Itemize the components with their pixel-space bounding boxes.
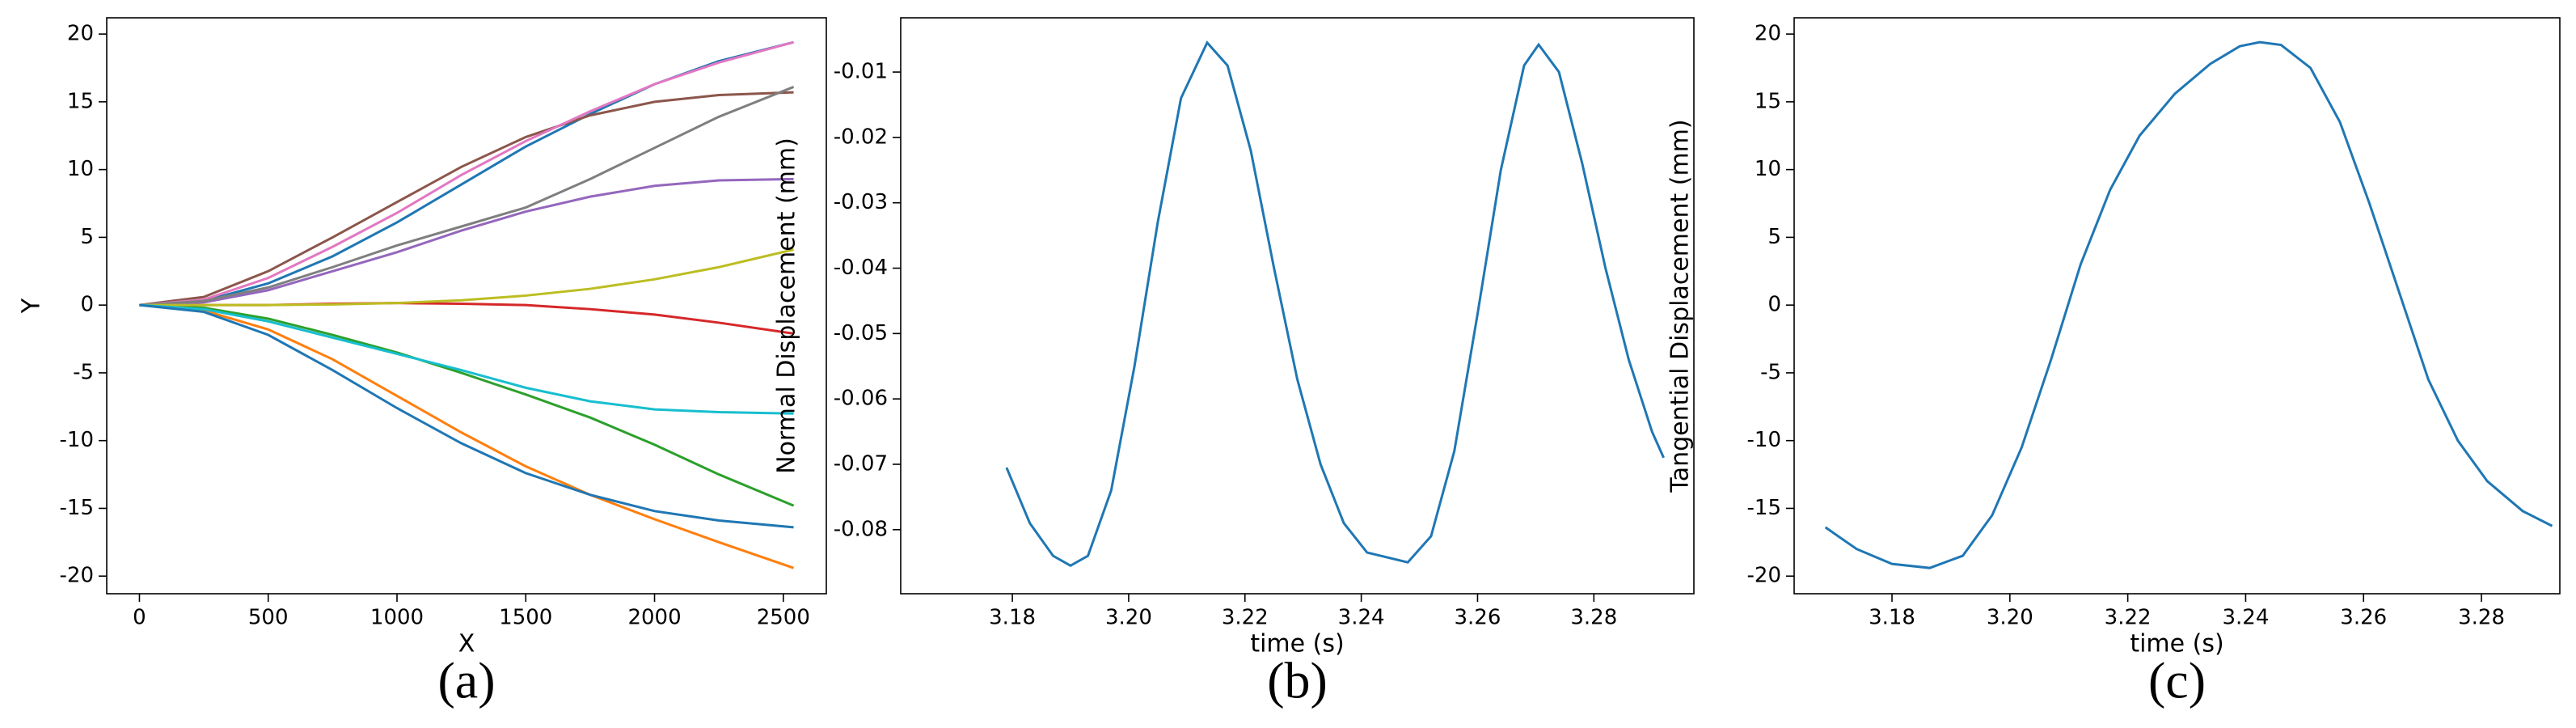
x-axis-label: time (s) [1250,630,1344,658]
x-tick-label: 3.26 [2340,606,2387,630]
y-tick-label: 0 [80,293,94,317]
x-tick-label: 3.20 [1987,606,2033,630]
y-tick-label: -0.02 [834,125,888,149]
y-tick-label: -0.06 [834,387,888,411]
y-tick-label: -0.04 [834,256,888,280]
x-tick-label: 2000 [627,606,681,630]
y-tick-label: -0.07 [834,451,888,476]
y-tick-label: -15 [60,496,94,520]
y-tick-label: 5 [1767,225,1781,249]
x-tick-label: 3.28 [2458,606,2505,630]
data-line [139,303,794,529]
y-tick-label: 10 [67,157,94,181]
data-line [1824,40,2553,569]
x-tick-label: 3.22 [1222,606,1269,630]
x-tick-label: 0 [133,606,146,630]
y-tick-label: -0.01 [834,60,888,84]
data-line [139,86,795,307]
data-line [139,91,794,307]
y-tick-label: -20 [1747,564,1781,588]
y-tick-label: -20 [60,564,94,588]
y-tick-label: 10 [1755,157,1781,181]
x-tick-label: 3.24 [1338,606,1385,630]
y-tick-label: -15 [1747,496,1781,520]
data-line [139,303,794,415]
y-tick-label: -0.03 [834,190,888,214]
axes-frame [1793,17,2561,595]
caption: (c) [2148,652,2206,709]
x-tick-label: 3.18 [1869,606,1915,630]
data-line [139,248,794,307]
y-tick-label: -5 [73,360,94,384]
data-line [139,303,795,507]
caption: (b) [1267,652,1328,709]
x-tick-label: 500 [248,606,289,630]
y-tick-label: 0 [1767,293,1781,317]
x-tick-label: 3.26 [1455,606,1501,630]
x-axis-label: time (s) [2130,630,2223,658]
y-tick-label: -5 [1760,360,1781,384]
data-line [139,303,795,569]
data-line [139,302,794,335]
data-line [1005,40,1665,567]
axes-frame [900,17,1695,595]
y-tick-label: -10 [60,428,94,452]
x-tick-label: 1000 [370,606,424,630]
x-tick-label: 3.24 [2222,606,2269,630]
x-axis-label: X [458,630,475,658]
x-tick-label: 3.22 [2105,606,2152,630]
y-tick-label: 20 [67,22,94,46]
y-axis-label: Normal Displacement (mm) [773,138,801,474]
x-tick-label: 3.18 [989,606,1036,630]
x-tick-label: 2500 [757,606,810,630]
y-tick-label: -0.08 [834,517,888,541]
y-tick-label: 15 [67,89,94,113]
y-tick-label: -10 [1747,428,1781,452]
y-tick-label: 20 [1755,22,1781,46]
axes-frame [106,17,827,595]
y-axis-label: Tangential Displacement (mm) [1666,119,1695,493]
caption: (a) [437,652,495,709]
x-tick-label: 3.28 [1570,606,1617,630]
y-tick-label: 5 [80,225,94,249]
y-tick-label: 15 [1755,89,1781,113]
x-tick-label: 1500 [499,606,552,630]
x-tick-label: 3.20 [1105,606,1152,630]
data-line [139,177,794,307]
y-tick-label: -0.05 [834,321,888,345]
y-axis-label: Y [18,298,46,314]
data-line [139,40,794,307]
